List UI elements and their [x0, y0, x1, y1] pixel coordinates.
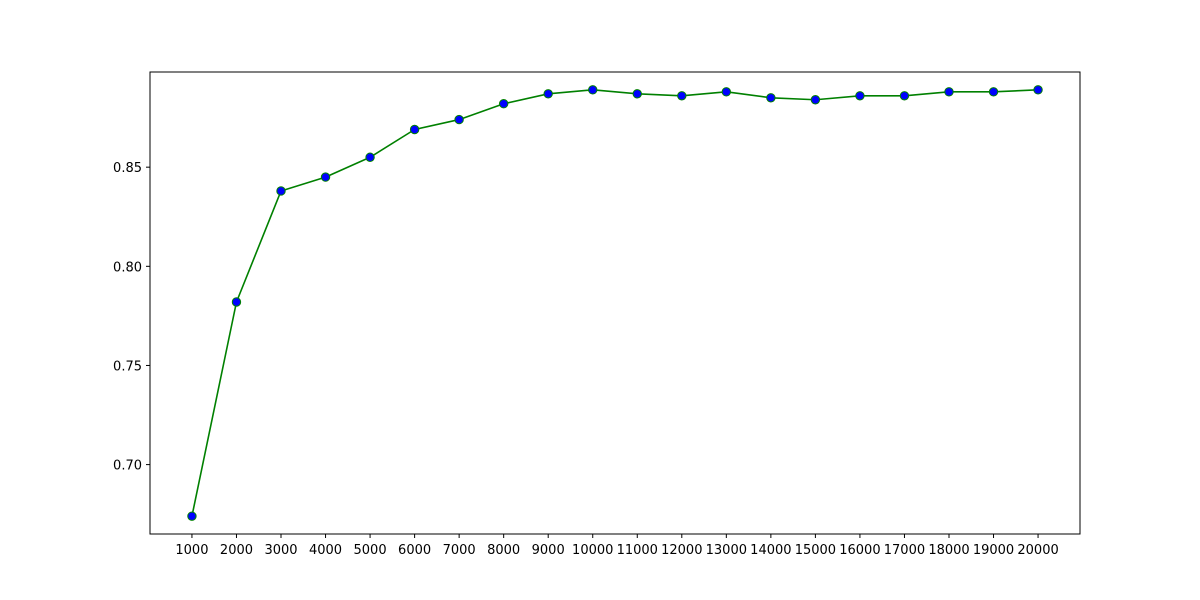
- y-tick-label: 0.70: [113, 459, 142, 474]
- x-tick-label: 2000: [220, 543, 253, 558]
- data-point: [187, 511, 197, 521]
- data-point: [231, 297, 242, 307]
- x-tick-label: 6000: [398, 543, 431, 558]
- x-axis-ticks: 1000 2000 3000 4000 5000 6000 7000 8000 9000 1000…: [175, 534, 1059, 558]
- x-tick-label: 11000: [617, 543, 658, 558]
- x-tick-label: 10000: [572, 543, 613, 558]
- data-point: [543, 89, 553, 99]
- data-point: [365, 152, 375, 162]
- x-tick-label: 12000: [661, 543, 702, 558]
- x-tick-label: 14000: [750, 543, 791, 558]
- x-tick-label: 5000: [354, 543, 387, 558]
- x-tick-label: 8000: [487, 543, 520, 558]
- data-point: [276, 186, 286, 196]
- plot-area: [150, 72, 1080, 534]
- y-tick-label: 0.75: [113, 359, 142, 374]
- data-point: [632, 89, 642, 99]
- data-point: [454, 114, 464, 125]
- data-point: [988, 87, 999, 97]
- x-tick-label: 9000: [532, 543, 565, 558]
- plot-frame: [149, 71, 1081, 535]
- x-tick-label: 4000: [309, 543, 342, 558]
- x-tick-label: 15000: [795, 543, 836, 558]
- y-axis-ticks: 0.70 0.75 0.80 0.85: [113, 161, 150, 474]
- x-tick-label: 7000: [443, 543, 476, 558]
- data-point: [810, 95, 821, 105]
- data-point: [1033, 85, 1043, 95]
- x-tick-label: 13000: [706, 543, 747, 558]
- x-tick-label: 17000: [884, 543, 925, 558]
- y-tick-label: 0.85: [113, 161, 142, 176]
- series-line: [191, 89, 1039, 517]
- y-tick-label: 0.80: [113, 260, 142, 275]
- data-point: [588, 85, 598, 95]
- x-tick-label: 3000: [264, 543, 297, 558]
- x-tick-label: 18000: [928, 543, 969, 558]
- x-tick-label: 1000: [175, 543, 208, 558]
- data-point: [409, 124, 420, 135]
- data-point: [766, 93, 776, 103]
- data-point: [721, 87, 732, 97]
- data-point: [944, 87, 954, 97]
- data-point: [498, 99, 509, 109]
- x-tick-label: 20000: [1017, 543, 1058, 558]
- data-point: [855, 91, 865, 101]
- x-tick-label: 16000: [839, 543, 880, 558]
- data-point: [320, 172, 331, 182]
- data-point: [677, 91, 687, 101]
- x-tick-label: 19000: [973, 543, 1014, 558]
- data-point: [899, 91, 910, 101]
- series-layer: [187, 85, 1043, 521]
